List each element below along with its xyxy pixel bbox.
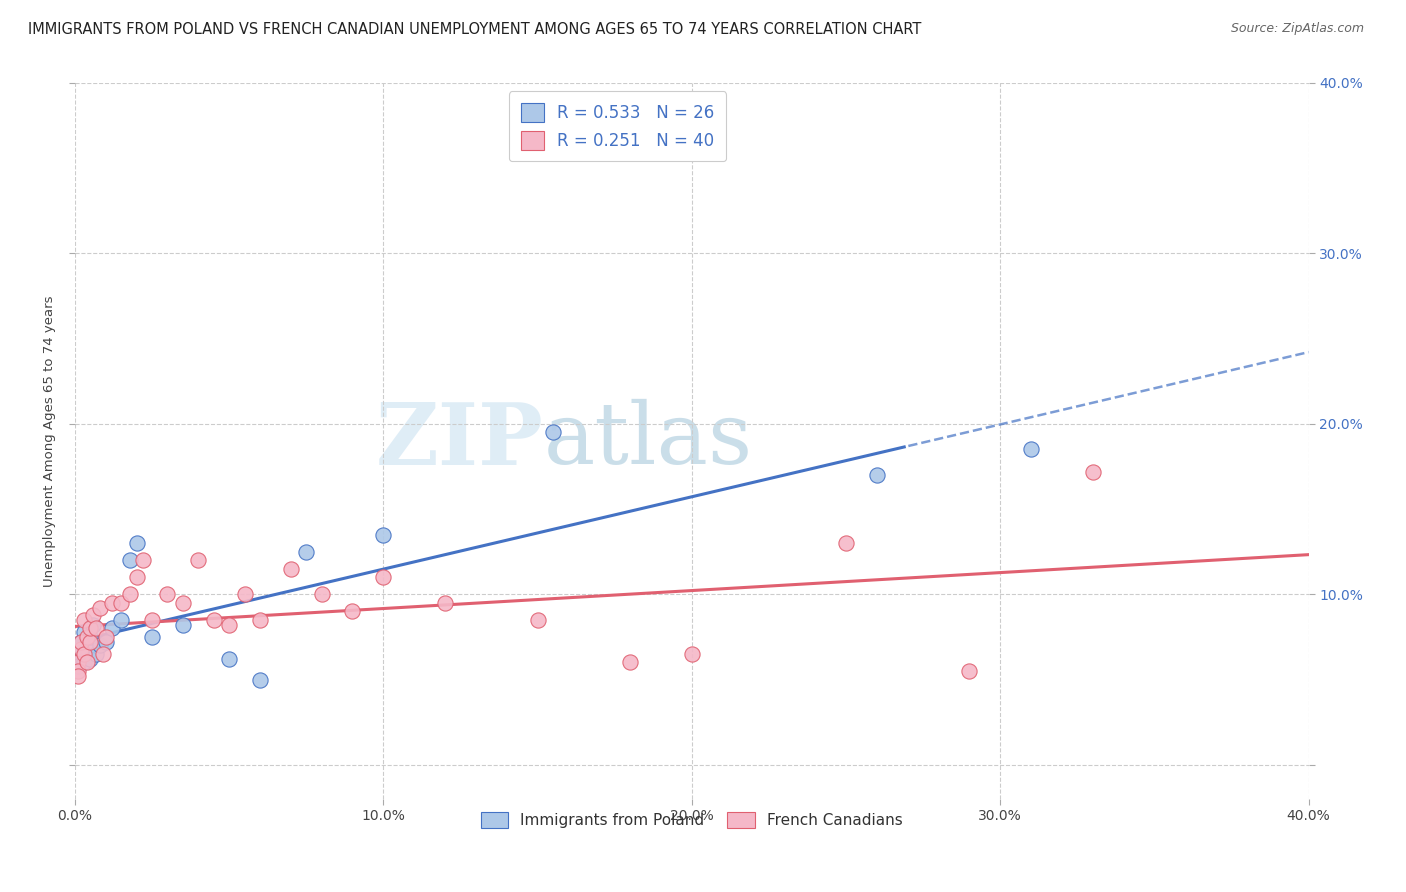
Point [79, 652, 101, 666]
Point [101, 621, 124, 635]
Legend: Immigrants from Poland, French Canadians: Immigrants from Poland, French Canadians [474, 806, 908, 834]
Point [76, 641, 98, 656]
Point [91, 647, 114, 661]
Point [66, 658, 89, 673]
Point [86, 647, 108, 661]
Point [73, 624, 96, 639]
Point [76, 656, 98, 670]
Point [66, 656, 89, 670]
Point [120, 553, 142, 567]
Point [79, 635, 101, 649]
Text: IMMIGRANTS FROM POLAND VS FRENCH CANADIAN UNEMPLOYMENT AMONG AGES 65 TO 74 YEARS: IMMIGRANTS FROM POLAND VS FRENCH CANADIA… [28, 22, 921, 37]
Point [70, 635, 93, 649]
Point [66, 652, 89, 666]
Point [94, 635, 117, 649]
Point [141, 613, 163, 627]
Point [249, 673, 271, 687]
Text: ZIP: ZIP [375, 399, 544, 483]
Point [82, 618, 104, 632]
Point [86, 621, 108, 635]
Point [1019, 442, 1042, 457]
Text: atlas: atlas [544, 400, 752, 483]
Point [1081, 465, 1104, 479]
Point [172, 618, 194, 632]
Point [73, 656, 96, 670]
Point [110, 596, 132, 610]
Point [526, 613, 548, 627]
Y-axis label: Unemployment Among Ages 65 to 74 years: Unemployment Among Ages 65 to 74 years [44, 295, 56, 587]
Point [156, 587, 179, 601]
Point [373, 527, 395, 541]
Point [79, 621, 101, 635]
Point [82, 607, 104, 622]
Point [141, 630, 163, 644]
Text: Source: ZipAtlas.com: Source: ZipAtlas.com [1230, 22, 1364, 36]
Point [94, 630, 117, 644]
Point [295, 544, 318, 558]
Point [311, 587, 333, 601]
Point [70, 635, 93, 649]
Point [101, 596, 124, 610]
Point [120, 587, 142, 601]
Point [249, 613, 271, 627]
Point [73, 613, 96, 627]
Point [681, 647, 703, 661]
Point [66, 669, 89, 683]
Point [70, 641, 93, 656]
Point [342, 604, 364, 618]
Point [125, 536, 148, 550]
Point [187, 553, 209, 567]
Point [73, 647, 96, 661]
Point [132, 553, 155, 567]
Point [125, 570, 148, 584]
Point [66, 664, 89, 678]
Point [280, 562, 302, 576]
Point [70, 641, 93, 656]
Point [89, 639, 111, 653]
Point [619, 656, 641, 670]
Point [202, 613, 225, 627]
Point [866, 467, 889, 482]
Point [218, 618, 240, 632]
Point [89, 601, 111, 615]
Point [110, 613, 132, 627]
Point [76, 630, 98, 644]
Point [433, 596, 456, 610]
Point [233, 587, 256, 601]
Point [79, 630, 101, 644]
Point [835, 536, 858, 550]
Point [373, 570, 395, 584]
Point [172, 596, 194, 610]
Point [218, 652, 240, 666]
Point [957, 664, 980, 678]
Point [541, 425, 564, 440]
